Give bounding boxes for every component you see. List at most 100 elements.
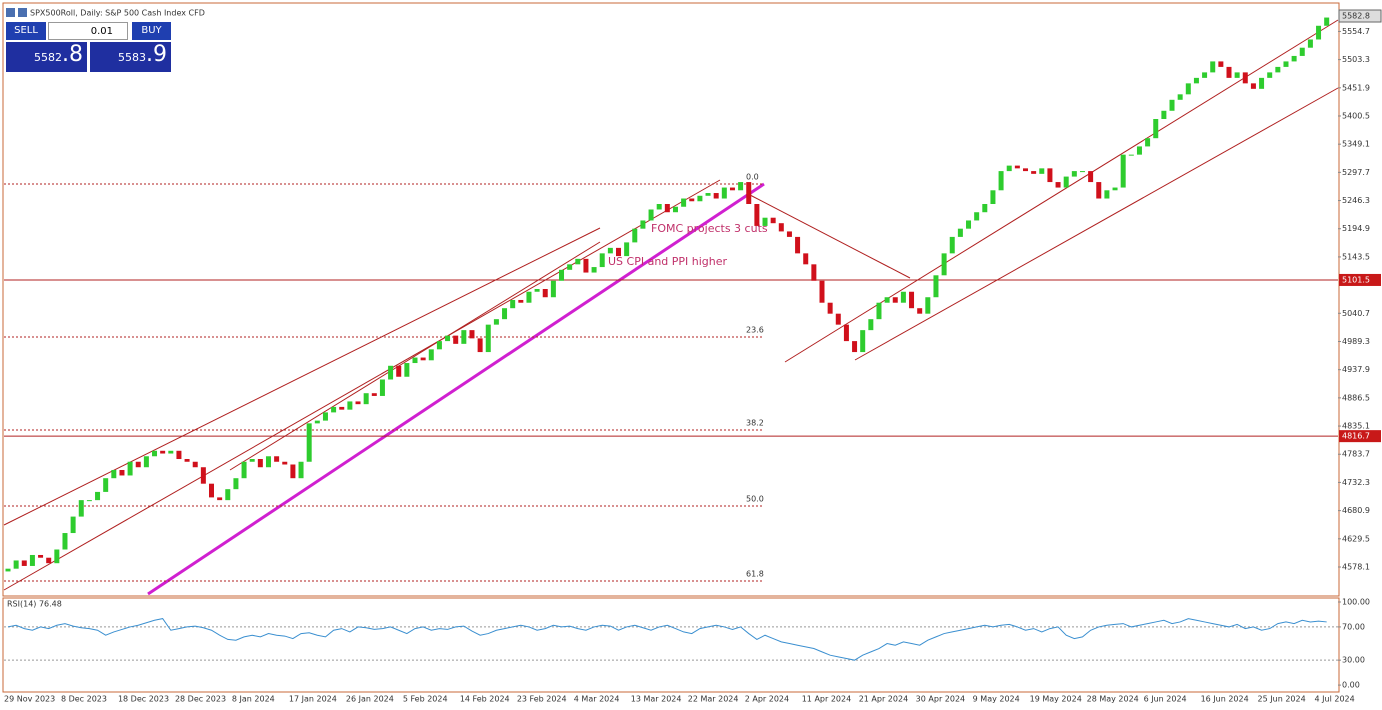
- candle: [966, 220, 972, 229]
- y-tick-label: 5451.9: [1342, 83, 1370, 92]
- candle: [1307, 39, 1313, 48]
- trendlines: [3, 19, 1339, 591]
- candle: [1291, 55, 1297, 62]
- x-tick-label: 6 Jun 2024: [1144, 695, 1187, 704]
- fib-label: 61.8: [746, 569, 764, 578]
- candle: [1193, 77, 1199, 84]
- candle: [428, 349, 434, 361]
- candle: [502, 308, 508, 320]
- candle: [925, 297, 931, 314]
- y-tick-label: 4989.3: [1342, 337, 1370, 346]
- candle: [127, 461, 133, 476]
- candle: [616, 247, 621, 257]
- trade-panel: SELL 0.01 BUY 5582.8 5583.9: [6, 22, 171, 72]
- candle: [559, 269, 565, 281]
- candle: [786, 231, 792, 237]
- candle: [184, 459, 190, 462]
- y-tick-label: 4835.1: [1342, 422, 1370, 431]
- candle: [949, 236, 955, 254]
- candle: [591, 267, 597, 273]
- buy-button[interactable]: BUY: [132, 22, 171, 40]
- candle: [868, 319, 874, 331]
- y-tick-label: 5554.7: [1342, 27, 1370, 36]
- candle: [803, 253, 809, 265]
- candle: [1079, 171, 1085, 173]
- price-box: [1339, 430, 1381, 443]
- x-tick-label: 5 Feb 2024: [403, 695, 448, 704]
- candle: [778, 223, 784, 232]
- candle: [1275, 66, 1281, 73]
- main-frame: [2, 2, 1340, 597]
- candle: [1324, 17, 1330, 26]
- x-tick-label: 22 Mar 2024: [688, 695, 739, 704]
- annotation: FOMC projects 3 cuts: [651, 222, 768, 235]
- candle: [1226, 66, 1232, 78]
- candle: [982, 204, 988, 213]
- candle: [1055, 182, 1061, 188]
- candle: [331, 406, 337, 413]
- y-tick-label: 4886.5: [1342, 393, 1370, 402]
- y-tick-label: 5194.9: [1342, 224, 1370, 233]
- x-tick-label: 30 Apr 2024: [916, 695, 965, 704]
- candle: [721, 187, 727, 199]
- candle: [599, 253, 605, 268]
- candle: [282, 461, 288, 465]
- y-tick-label: 5040.7: [1342, 309, 1370, 318]
- magenta-trendline: [147, 182, 765, 596]
- candle: [274, 456, 280, 462]
- candle: [290, 464, 296, 479]
- candle: [689, 198, 695, 202]
- y-tick-label: 70.00: [1342, 622, 1365, 631]
- candle: [1250, 83, 1256, 89]
- y-tick-label: 4680.9: [1342, 506, 1370, 515]
- candle: [119, 469, 125, 476]
- y-tick-label: 5297.7: [1342, 168, 1370, 177]
- candle: [249, 459, 255, 462]
- candle: [917, 308, 923, 314]
- candle: [1169, 99, 1175, 111]
- candle: [819, 280, 825, 303]
- x-tick-label: 16 Jun 2024: [1201, 695, 1249, 704]
- y-tick-label: 4578.1: [1342, 562, 1370, 571]
- candle: [143, 456, 149, 468]
- candle: [770, 217, 776, 224]
- x-tick-label: 18 Dec 2023: [118, 695, 169, 704]
- buy-price[interactable]: 5583.9: [90, 42, 171, 72]
- y-tick-label: 4732.3: [1342, 478, 1370, 487]
- sell-price[interactable]: 5582.8: [6, 42, 87, 72]
- candle: [575, 258, 581, 265]
- candle: [38, 554, 44, 558]
- candle: [1234, 72, 1240, 78]
- candle: [624, 242, 630, 257]
- candle: [485, 324, 491, 353]
- candle: [1210, 61, 1216, 73]
- fib-label: 38.2: [746, 418, 764, 427]
- candle: [379, 379, 385, 396]
- candle: [29, 554, 35, 566]
- price-big: 5583: [118, 51, 146, 64]
- candle: [1096, 182, 1102, 199]
- candle: [257, 459, 263, 468]
- x-tick-label: 8 Dec 2023: [61, 695, 107, 704]
- candle: [160, 450, 166, 454]
- candle: [526, 291, 532, 303]
- icon: [6, 8, 15, 17]
- x-tick-label: 4 Jul 2024: [1315, 695, 1355, 704]
- candle: [941, 253, 947, 276]
- x-tick-label: 9 May 2024: [973, 695, 1020, 704]
- candle: [404, 363, 410, 377]
- candle: [95, 491, 101, 501]
- candle: [843, 324, 849, 342]
- fib-label: 0.0: [746, 172, 759, 181]
- icon: [18, 8, 27, 17]
- x-tick-label: 26 Jan 2024: [346, 695, 394, 704]
- candle: [469, 330, 475, 339]
- fib-label: 23.6: [746, 325, 764, 334]
- candle: [1006, 165, 1012, 172]
- price-small: .9: [146, 42, 167, 67]
- x-tick-label: 25 Jun 2024: [1258, 695, 1306, 704]
- y-tick-label: 5349.1: [1342, 140, 1370, 149]
- lot-input[interactable]: 0.01: [48, 22, 128, 40]
- candle: [534, 289, 540, 292]
- sell-button[interactable]: SELL: [6, 22, 46, 40]
